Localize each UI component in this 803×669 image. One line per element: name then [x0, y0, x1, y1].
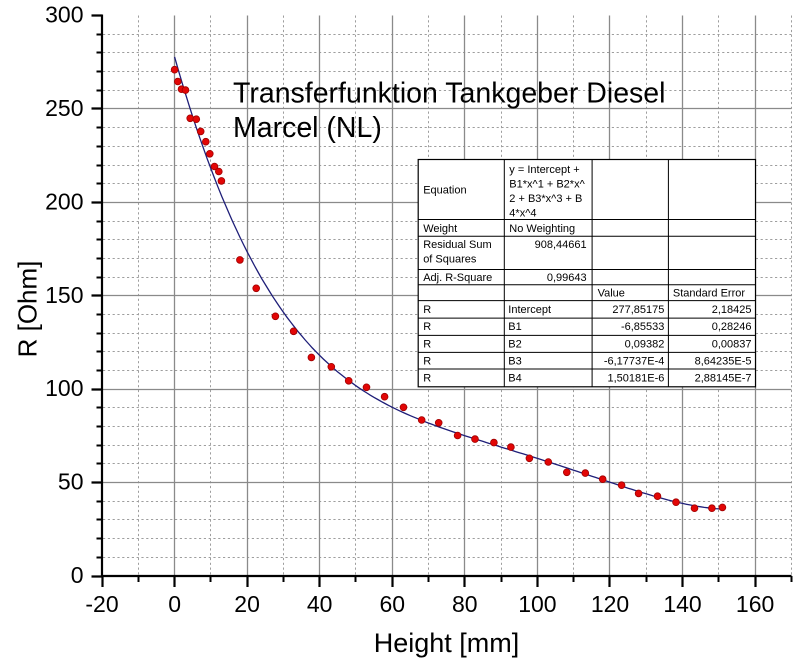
svg-text:-20: -20: [85, 591, 118, 617]
svg-text:0,09382: 0,09382: [625, 338, 665, 350]
svg-text:of Squares: of Squares: [423, 254, 477, 266]
svg-text:0: 0: [71, 562, 84, 588]
svg-text:Adj. R-Square: Adj. R-Square: [423, 272, 492, 284]
svg-text:Equation: Equation: [423, 185, 466, 197]
svg-text:0,00837: 0,00837: [712, 338, 752, 350]
svg-text:277,85175: 277,85175: [612, 304, 664, 316]
svg-text:R: R: [423, 304, 431, 316]
svg-text:100: 100: [45, 375, 83, 401]
svg-text:Weight: Weight: [423, 223, 457, 235]
svg-text:Standard Error: Standard Error: [673, 288, 745, 300]
svg-text:300: 300: [45, 2, 83, 28]
svg-text:R: R: [423, 356, 431, 368]
svg-text:0,28246: 0,28246: [712, 321, 752, 333]
svg-text:-6,17737E-4: -6,17737E-4: [604, 356, 665, 368]
svg-text:150: 150: [45, 282, 83, 308]
svg-text:250: 250: [45, 95, 83, 121]
svg-text:80: 80: [452, 591, 478, 617]
svg-text:Transferfunktion Tankgeber Die: Transferfunktion Tankgeber Diesel: [233, 78, 665, 110]
svg-text:140: 140: [663, 591, 701, 617]
svg-text:Residual Sum: Residual Sum: [423, 239, 491, 251]
svg-text:B1*x^1 + B2*x^: B1*x^1 + B2*x^: [509, 179, 585, 191]
svg-text:40: 40: [307, 591, 333, 617]
svg-text:R: R: [423, 338, 431, 350]
svg-text:R [Ohm]: R [Ohm]: [13, 261, 43, 358]
svg-text:20: 20: [234, 591, 260, 617]
svg-text:No Weighting: No Weighting: [509, 223, 575, 235]
svg-text:B4: B4: [508, 373, 521, 385]
svg-text:2 + B3*x^3 + B: 2 + B3*x^3 + B: [509, 193, 582, 205]
svg-text:B3: B3: [508, 356, 521, 368]
svg-text:R: R: [423, 321, 431, 333]
svg-text:908,44661: 908,44661: [535, 239, 587, 251]
svg-text:R: R: [423, 373, 431, 385]
svg-text:-6,85533: -6,85533: [621, 321, 664, 333]
svg-text:1,50181E-6: 1,50181E-6: [608, 373, 665, 385]
svg-text:0,99643: 0,99643: [547, 272, 587, 284]
svg-text:0: 0: [168, 591, 181, 617]
svg-text:B1: B1: [508, 321, 521, 333]
svg-text:8,64235E-5: 8,64235E-5: [695, 356, 752, 368]
svg-text:50: 50: [58, 469, 84, 495]
svg-text:B2: B2: [508, 338, 521, 350]
svg-text:4*x^4: 4*x^4: [509, 208, 536, 220]
svg-text:200: 200: [45, 188, 83, 214]
svg-text:Height [mm]: Height [mm]: [374, 628, 520, 658]
svg-text:2,18425: 2,18425: [712, 304, 752, 316]
svg-text:2,88145E-7: 2,88145E-7: [695, 373, 752, 385]
svg-text:160: 160: [736, 591, 774, 617]
svg-text:Marcel (NL): Marcel (NL): [233, 112, 382, 144]
svg-text:60: 60: [380, 591, 406, 617]
svg-text:100: 100: [518, 591, 556, 617]
svg-text:120: 120: [591, 591, 629, 617]
svg-text:Intercept: Intercept: [508, 304, 551, 316]
svg-text:Value: Value: [598, 288, 625, 300]
svg-text:y = Intercept +: y = Intercept +: [509, 164, 579, 176]
